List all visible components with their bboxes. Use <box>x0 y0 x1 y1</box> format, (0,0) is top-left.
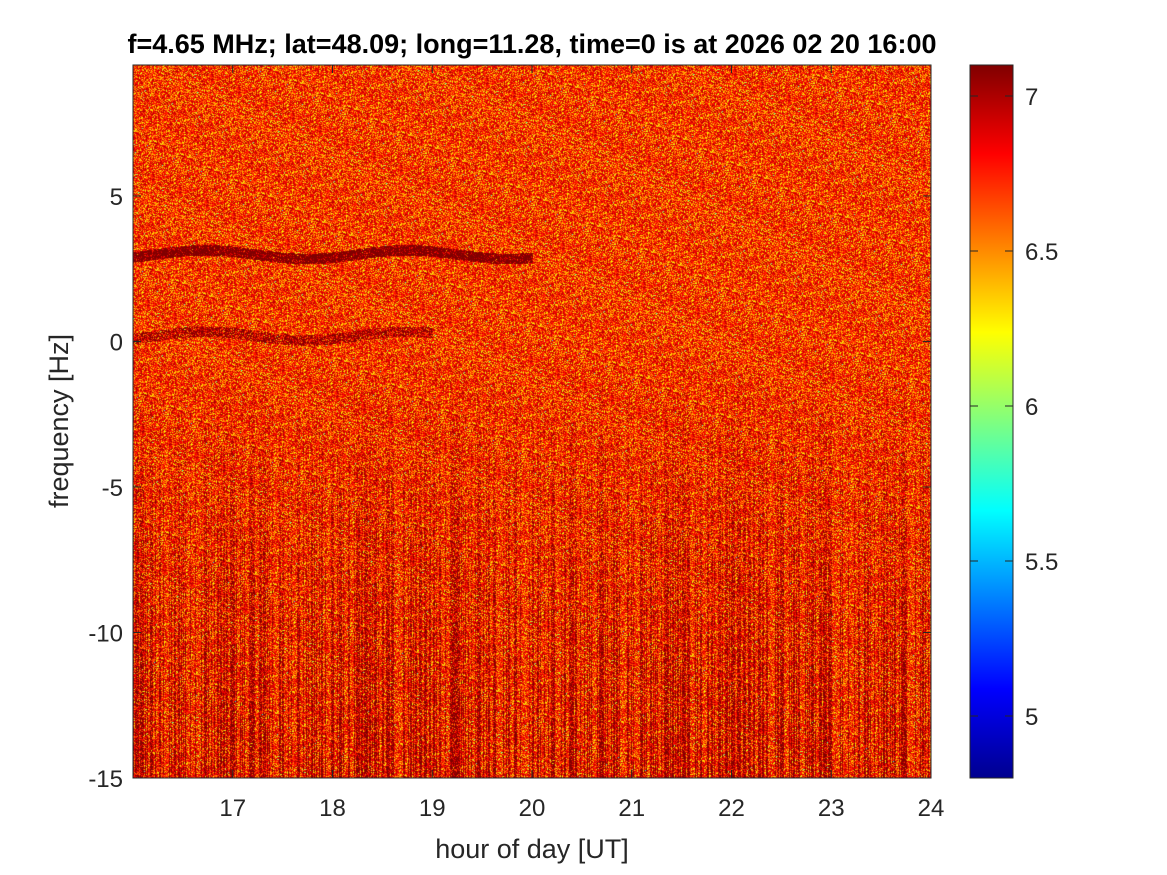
x-tick-label: 20 <box>519 795 546 822</box>
x-axis-ticks: 17 18 19 20 21 22 23 24 <box>219 65 944 822</box>
colorbar-gradient <box>970 65 1013 778</box>
y-tick-label: -5 <box>102 475 123 502</box>
y-axis-ticks: -15 -10 -5 0 5 <box>88 184 931 793</box>
x-tick-label: 24 <box>918 795 945 822</box>
x-tick-label: 18 <box>319 795 346 822</box>
colorbar: 5 5.5 6 6.5 7 <box>969 64 1058 779</box>
chart-title: f=4.65 MHz; lat=48.09; long=11.28, time=… <box>128 29 937 59</box>
colorbar-tick-label: 6.5 <box>1025 239 1058 266</box>
x-axis-label: hour of day [UT] <box>435 834 629 864</box>
x-tick-label: 21 <box>618 795 645 822</box>
colorbar-tick-label: 6 <box>1025 394 1038 421</box>
x-tick-label: 17 <box>219 795 246 822</box>
x-tick-label: 19 <box>419 795 446 822</box>
colorbar-frame <box>969 64 1014 779</box>
colorbar-ticks: 5 5.5 6 6.5 7 <box>970 84 1058 731</box>
y-tick-label: -10 <box>88 620 123 647</box>
colorbar-tick-label: 7 <box>1025 84 1038 111</box>
colorbar-tick-label: 5.5 <box>1025 549 1058 576</box>
plot-area <box>132 64 932 779</box>
y-tick-label: 5 <box>110 184 123 211</box>
y-tick-label: -15 <box>88 766 123 793</box>
y-tick-label: 0 <box>110 329 123 356</box>
x-tick-label: 22 <box>718 795 745 822</box>
heatmap-image <box>133 65 931 778</box>
heatmap-raster <box>133 65 931 778</box>
x-tick-label: 23 <box>818 795 845 822</box>
colorbar-tick-label: 5 <box>1025 704 1038 731</box>
y-axis-label: frequency [Hz] <box>44 334 74 508</box>
